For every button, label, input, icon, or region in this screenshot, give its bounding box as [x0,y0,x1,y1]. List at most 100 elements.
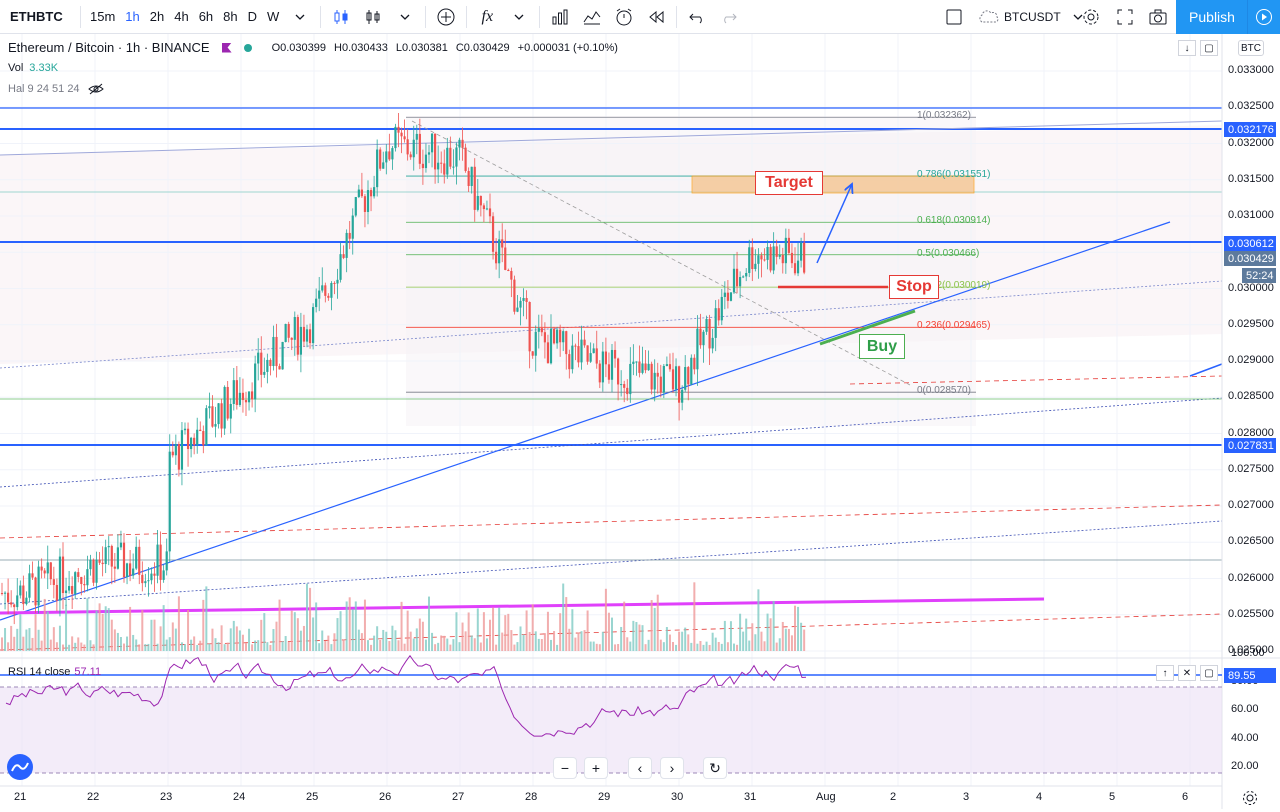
time-tick: 30 [671,791,684,803]
candle-body [546,342,550,364]
symbol-search[interactable]: ETHBTC [10,9,63,24]
volume-bar [589,641,592,651]
halving-label: Hal 9 24 51 24 [8,83,80,95]
candle-body [531,351,534,356]
interval-8h[interactable]: 8h [223,9,238,24]
volume-bar [510,630,513,651]
price-tick: 0.028500 [1228,390,1274,403]
gear-icon[interactable] [1241,789,1259,807]
candle-body [406,139,409,155]
redo-icon[interactable] [713,0,745,34]
maximize-pane-icon[interactable]: ▢ [1200,665,1218,681]
undo-icon[interactable] [681,0,713,34]
volume-bar [784,628,787,651]
candle-body [287,323,290,338]
volume-bar [482,612,485,651]
chevron-down-icon[interactable] [284,0,316,34]
bar-chart-icon[interactable] [544,0,576,34]
candle-body [632,361,635,364]
arrow-down-icon[interactable]: ↓ [1178,40,1196,56]
flag-icon[interactable] [221,42,232,53]
chart-properties-icon[interactable] [576,0,608,34]
interval-4h[interactable]: 4h [174,9,189,24]
arrow-up-icon[interactable]: ↑ [1156,665,1174,681]
camera-icon[interactable] [1142,0,1174,34]
volume-bar [638,624,641,651]
candle-body [104,547,107,565]
volume-bar [461,622,464,651]
fx-icon[interactable]: fx [481,7,494,25]
add-indicator-icon[interactable] [430,0,462,34]
publish-menu-button[interactable] [1247,0,1280,34]
gear-icon[interactable] [1075,0,1107,34]
currency-badge[interactable]: BTC [1238,40,1264,56]
volume-bar [116,632,119,651]
volume-bar [92,644,95,651]
candle-body [296,317,299,355]
rsi-legend[interactable]: RSI 14 close 57.11 [8,666,101,678]
symbol-title[interactable]: Ethereum / Bitcoin · 1h · BINANCE [8,40,210,55]
candle-body [754,263,757,270]
candle-body [308,329,312,344]
volume-legend[interactable]: Vol 3.33K [8,62,58,74]
candle-body [464,147,467,171]
price-tick: 0.033000 [1228,64,1274,76]
target-label[interactable]: Target [755,171,823,195]
volume-bar [220,625,223,651]
interval-1h[interactable]: 1h [125,9,140,24]
tradingview-logo[interactable] [7,754,33,780]
price-tick: 0.032000 [1228,136,1274,149]
time-tick: 3 [963,791,970,803]
candle-body [116,547,119,569]
interval-w[interactable]: W [267,9,280,24]
volume-bar [733,643,735,651]
chevron-down-icon[interactable] [503,0,535,34]
eye-hidden-icon[interactable] [87,83,104,95]
maximize-pane-icon[interactable]: ▢ [1200,40,1218,56]
interval-15m[interactable]: 15m [90,9,116,24]
zoom-in-button[interactable]: + [584,757,608,779]
target-arrow[interactable] [816,184,852,264]
compare-symbol[interactable]: BTCUSDT [976,0,1085,34]
zoom-out-button[interactable]: − [553,757,577,779]
candle-body [653,372,656,390]
scroll-right-button[interactable]: › [660,757,684,779]
candle-body [74,572,77,594]
scroll-left-button[interactable]: ‹ [628,757,652,779]
volume-bar [525,610,528,651]
alert-icon[interactable] [608,0,640,34]
halving-legend[interactable]: Hal 9 24 51 24 [8,83,104,95]
reset-chart-button[interactable]: ↻ [703,757,727,779]
chart-canvas[interactable] [0,34,1280,809]
volume-bar [119,637,122,651]
candle-body [153,573,156,576]
chevron-down-icon[interactable] [1071,12,1085,22]
fullscreen-icon[interactable] [1109,0,1141,34]
interval-d[interactable]: D [247,9,258,24]
interval-2h[interactable]: 2h [149,9,165,24]
buy-line[interactable] [819,309,916,346]
volume-bar [507,613,510,651]
chevron-down-icon[interactable] [389,0,421,34]
candle-body [284,323,287,342]
volume-bar [751,623,754,651]
time-tick: 4 [1036,791,1043,803]
replay-icon[interactable] [640,0,672,34]
candle-body [504,247,507,270]
price-tick: 0.028000 [1228,426,1274,439]
buy-label[interactable]: Buy [859,334,905,359]
interval-6h[interactable]: 6h [198,9,214,24]
bars-icon[interactable] [357,0,389,34]
candle-body [363,196,367,212]
volume-bar [424,639,427,651]
close-icon[interactable]: ✕ [1178,665,1196,681]
layout-icon[interactable] [938,0,970,34]
candles-icon[interactable] [325,0,357,34]
candle-body [202,431,205,446]
publish-button[interactable]: Publish [1176,0,1248,34]
candle-body [16,595,19,608]
candle-body [342,254,345,258]
candle-body [699,328,702,346]
stop-label[interactable]: Stop [889,275,939,299]
time-tick: 23 [160,791,173,803]
